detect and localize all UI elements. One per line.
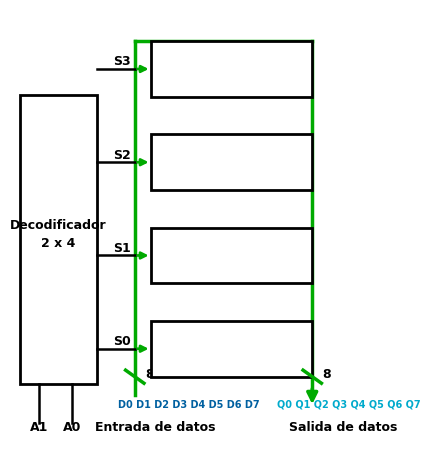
- Text: S3: S3: [113, 55, 131, 68]
- Text: Entrada de datos: Entrada de datos: [95, 422, 216, 434]
- Text: 8: 8: [145, 368, 154, 381]
- Bar: [152, 134, 312, 190]
- Text: Salida de datos: Salida de datos: [289, 422, 398, 434]
- Text: D0 D1 D2 D3 D4 D5 D6 D7: D0 D1 D2 D3 D4 D5 D6 D7: [118, 400, 260, 409]
- Text: 8: 8: [323, 368, 331, 381]
- Text: 2 x 4: 2 x 4: [41, 237, 76, 250]
- Bar: [152, 227, 312, 283]
- Text: A0: A0: [63, 421, 81, 434]
- Text: Q0 Q1 Q2 Q3 Q4 Q5 Q6 Q7: Q0 Q1 Q2 Q3 Q4 Q5 Q6 Q7: [277, 400, 420, 409]
- Bar: [152, 41, 312, 97]
- Text: S2: S2: [113, 149, 131, 162]
- Text: A1: A1: [30, 421, 48, 434]
- Bar: [152, 321, 312, 377]
- Text: S1: S1: [113, 242, 131, 255]
- Text: Decodificador: Decodificador: [10, 219, 107, 232]
- Bar: [20, 95, 97, 384]
- Text: S0: S0: [113, 335, 131, 348]
